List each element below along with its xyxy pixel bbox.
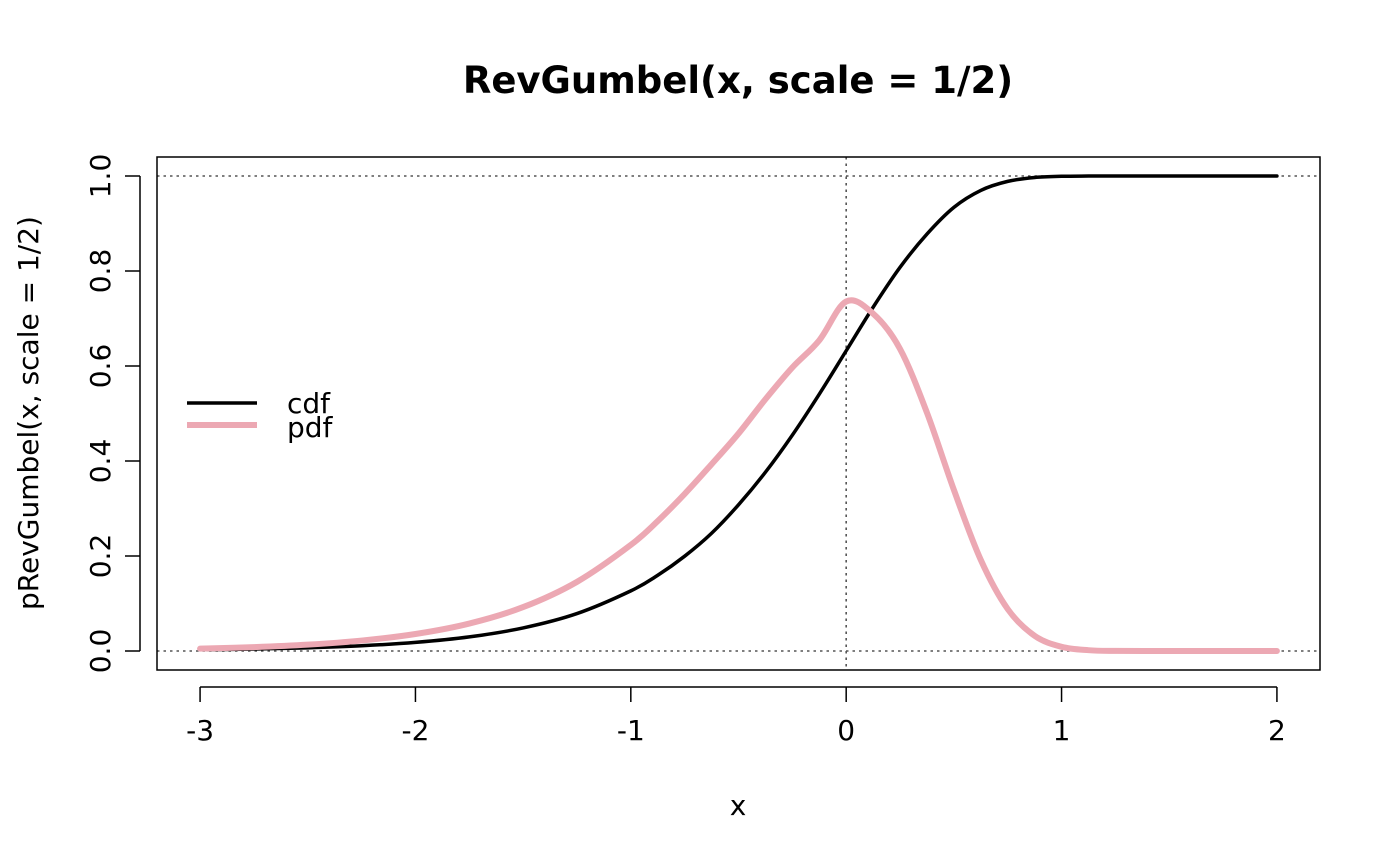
y-tick-label: 0.4 [84, 439, 117, 484]
series-layer [197, 174, 1280, 655]
y-tick-label: 1.0 [84, 154, 117, 199]
x-axis-label: x [730, 789, 747, 822]
y-tick-label: 0.2 [84, 534, 117, 579]
x-axis: -3 -2 -1 0 1 2 [186, 686, 1286, 747]
x-tick-label: 0 [837, 714, 855, 747]
y-axis: 0.0 0.2 0.4 0.6 0.8 1.0 [84, 154, 141, 674]
series-line-cdf [198, 174, 1279, 652]
x-tick-label: -2 [401, 714, 429, 747]
legend-label-pdf: pdf [287, 411, 334, 444]
plot-frame [156, 156, 1321, 671]
legend: cdf pdf [187, 387, 334, 444]
x-tick-label: 2 [1268, 714, 1286, 747]
x-tick-label: -3 [186, 714, 214, 747]
series-line-pdf [197, 297, 1280, 655]
y-tick-label: 0.6 [84, 344, 117, 389]
x-tick-label: 1 [1053, 714, 1071, 747]
y-axis-label: pRevGumbel(x, scale = 1/2) [12, 216, 45, 610]
y-tick-label: 0.0 [84, 629, 117, 674]
legend-label-cdf: cdf [287, 387, 331, 420]
chart-title: RevGumbel(x, scale = 1/2) [463, 59, 1013, 102]
y-tick-label: 0.8 [84, 249, 117, 294]
x-tick-label: -1 [617, 714, 645, 747]
